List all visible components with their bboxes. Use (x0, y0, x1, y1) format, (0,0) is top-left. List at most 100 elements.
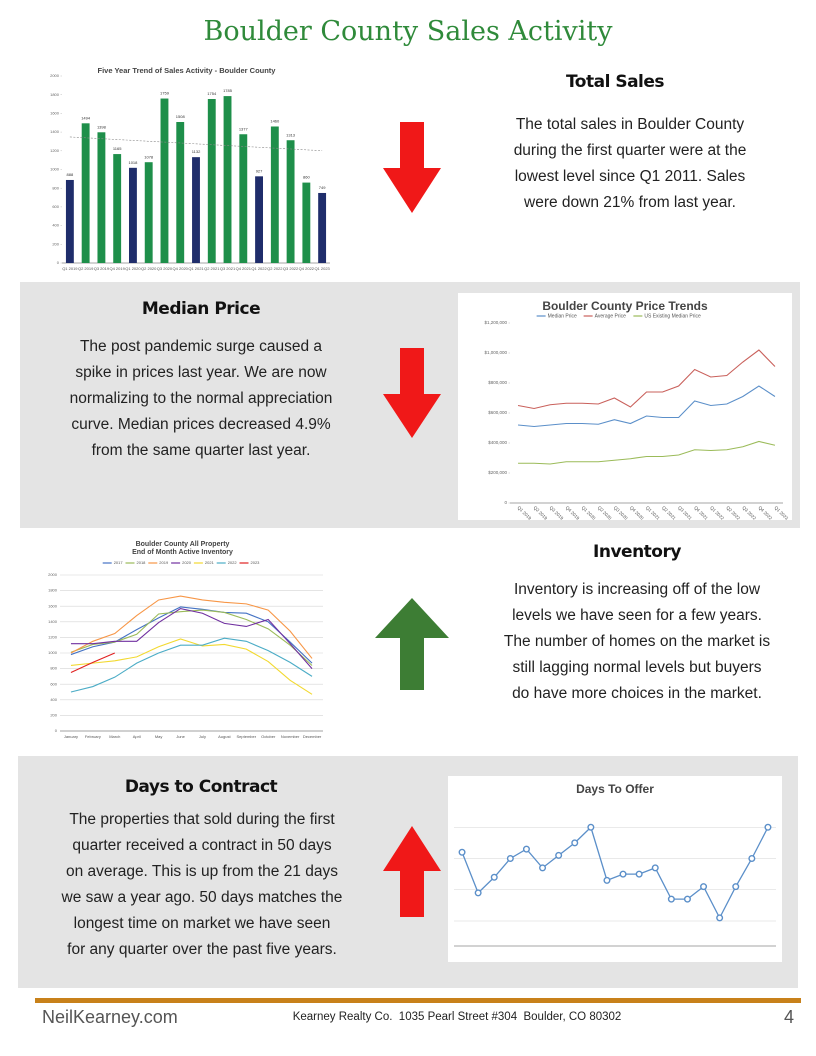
data-label: 1132 (192, 149, 201, 154)
body-line: during the first quarter were at the (513, 142, 747, 159)
x-tick-label: Q1 2022 (251, 266, 267, 271)
bar (302, 182, 311, 263)
chart-title: Days To Offer (576, 782, 654, 796)
body-line: still lagging normal levels but buyers (512, 659, 762, 676)
chart: Boulder County Price Trends 0 $200,000 $400… (458, 293, 792, 520)
point (571, 839, 579, 847)
data-label: 1759 (160, 91, 170, 96)
x-tick-label: Q3 2021 (677, 505, 693, 520)
y-tick-label: 1400 (50, 129, 60, 134)
data-label: 860 (303, 175, 310, 180)
y-tick-label: 0 (55, 728, 58, 733)
y-tick-label: $400,000 (488, 440, 507, 445)
y-tick-label: 0 (504, 500, 507, 505)
bar (318, 192, 327, 263)
y-tick-label: $200,000 (488, 470, 507, 475)
y-tick-label: 1200 (48, 634, 58, 639)
data-label: 1754 (207, 91, 217, 96)
data-label: 1508 (176, 114, 186, 119)
section-heading: Total Sales (565, 72, 665, 92)
point (716, 914, 724, 922)
point (764, 823, 772, 831)
section-body: The total sales in Boulder County during … (480, 112, 780, 216)
x-tick-label: Q3 2022 (283, 266, 299, 271)
chart-title: Boulder County All Property (136, 541, 230, 548)
x-tick-label: Q4 2020 (629, 505, 645, 520)
y-tick-label: 1800 (48, 588, 58, 593)
x-tick-label: Q1 2021 (645, 505, 661, 520)
bar (239, 134, 248, 263)
x-tick-label: Q1 2019 (62, 266, 78, 271)
y-tick-label: $1,000,000 (484, 350, 507, 355)
x-tick-label: Q2 2021 (204, 266, 220, 271)
chart-title: Five Year Trend of Sales Activity - Boul… (98, 66, 277, 75)
x-tick-label: June (176, 734, 185, 739)
x-tick-label: Q2 2022 (267, 266, 283, 271)
x-tick-label: Q1 2020 (125, 266, 141, 271)
x-tick-label: Q2 2021 (661, 505, 677, 520)
bar (160, 98, 169, 263)
arrow-down (383, 348, 441, 438)
body-line: The properties that sold during the firs… (69, 811, 335, 828)
body-line: for any quarter over the past five years… (67, 941, 337, 958)
x-tick-label: Q1 2022 (709, 505, 725, 520)
x-tick-label: Q3 2019 (549, 505, 565, 520)
x-tick-label: Q4 2020 (173, 266, 189, 271)
body-line: lowest level since Q1 2011. Sales (514, 168, 746, 185)
x-tick-label: October (261, 734, 276, 739)
data-label: 927 (256, 168, 263, 173)
data-label: 1398 (97, 124, 107, 129)
arrow-down (383, 122, 441, 213)
section-body: The properties that sold during the firs… (46, 807, 358, 963)
y-tick-label: 800 (50, 666, 57, 671)
series-line (70, 609, 313, 666)
x-tick-label: April (133, 734, 141, 739)
x-tick-label: Q2 2022 (725, 505, 741, 520)
y-tick-label: 400 (52, 223, 59, 228)
x-tick-label: Q1 2023 (314, 266, 330, 271)
point (667, 895, 675, 903)
y-tick-label: 2000 (50, 73, 60, 78)
series-line (518, 440, 776, 465)
point (748, 854, 756, 862)
x-tick-label: Q4 2019 (109, 266, 125, 271)
series-line (70, 607, 313, 669)
body-line: curve. Median prices decreased 4.9% (71, 416, 331, 433)
x-tick-label: December (303, 734, 322, 739)
point (474, 889, 482, 897)
chart-subtitle: End of Month Active Inventory (132, 549, 233, 556)
y-tick-label: 1000 (50, 167, 60, 172)
x-tick-label: Q2 2019 (78, 266, 94, 271)
series-line (70, 637, 313, 693)
section-body: Inventory is increasing off of the low le… (481, 577, 793, 707)
body-line: longest time on market we have seen (73, 915, 331, 932)
x-tick-label: Q3 2022 (741, 505, 757, 520)
legend-label: 2021 (205, 560, 215, 565)
point (506, 854, 514, 862)
bar (176, 122, 185, 263)
bar (129, 167, 137, 263)
x-tick-label: Q2 2020 (597, 505, 613, 520)
x-tick-label: March (109, 734, 120, 739)
point (651, 864, 659, 872)
data-label: 1377 (239, 126, 249, 131)
body-line: spike in prices last year. We are now (75, 364, 327, 381)
data-label: 1313 (286, 132, 296, 137)
data-label: 1078 (144, 154, 154, 159)
page-title: Boulder County Sales Activity (203, 16, 613, 47)
bar (223, 96, 232, 263)
body-line: levels we have seen for a few years. (512, 607, 762, 624)
legend-label: US Existing Median Price (644, 313, 701, 319)
point (619, 870, 627, 878)
series-line (461, 826, 769, 920)
y-tick-label: 1000 (48, 650, 58, 655)
legend-label: 2022 (228, 560, 238, 565)
point (635, 870, 643, 878)
trend-line (69, 136, 323, 152)
series-line (517, 349, 776, 410)
x-tick-label: Q1 2020 (581, 505, 597, 520)
point (522, 845, 530, 853)
footer-address: Kearney Realty Co. 1035 Pearl Street #30… (292, 1011, 622, 1023)
data-label: 1494 (81, 115, 91, 120)
